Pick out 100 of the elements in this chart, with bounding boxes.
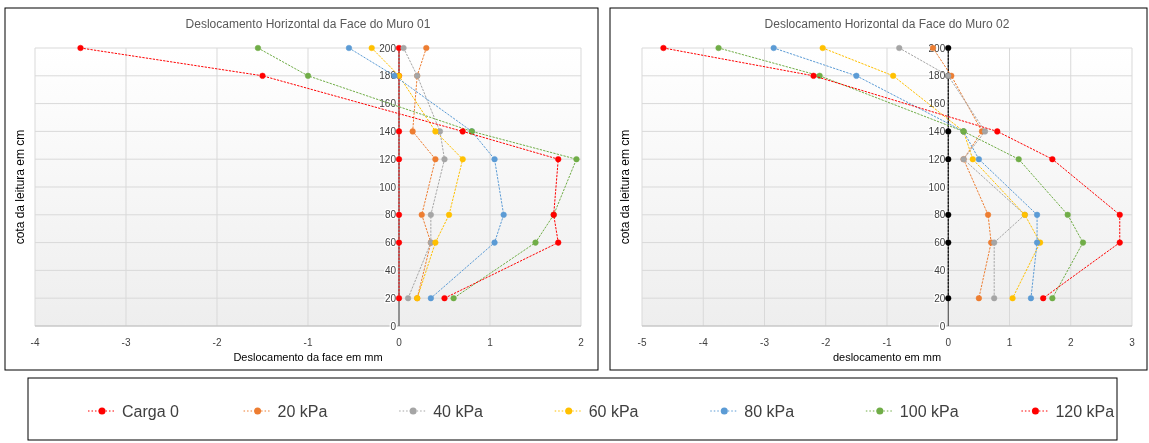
- point: [945, 128, 952, 135]
- y-tick-label: 40: [934, 264, 946, 276]
- point: [975, 156, 982, 163]
- y-tick-label: 120: [928, 153, 946, 165]
- point: [1009, 295, 1016, 302]
- point: [446, 211, 453, 218]
- point: [853, 72, 860, 79]
- point: [491, 239, 498, 246]
- point: [436, 128, 443, 135]
- x-tick-label: 1: [487, 337, 494, 348]
- point: [345, 44, 352, 52]
- y-tick-label: 60: [384, 237, 397, 249]
- point: [459, 156, 466, 163]
- point: [945, 156, 952, 163]
- point: [1015, 156, 1022, 163]
- y-tick-label: 0: [390, 320, 397, 332]
- y-tick-label: 160: [928, 98, 946, 110]
- point: [975, 295, 982, 302]
- point: [896, 44, 903, 52]
- point: [1049, 156, 1056, 163]
- legend-label: 120 kPa: [1055, 403, 1115, 420]
- point: [1040, 295, 1047, 302]
- y-tick-label: 140: [379, 125, 397, 137]
- y-tick-label: 60: [934, 237, 946, 249]
- y-tick-label: 180: [928, 70, 946, 82]
- point: [945, 239, 952, 246]
- point: [1034, 211, 1041, 218]
- point: [423, 44, 430, 52]
- point: [450, 295, 457, 302]
- y-tick-label: 20: [934, 292, 946, 304]
- point: [77, 44, 84, 52]
- y-axis-title: cota da leitura em cm: [13, 129, 27, 245]
- point: [441, 295, 448, 302]
- x-tick-label: 1: [1006, 337, 1013, 348]
- x-tick-label: 3: [1129, 337, 1136, 348]
- y-tick-label: 200: [379, 42, 397, 54]
- point: [945, 211, 952, 218]
- point: [427, 295, 434, 302]
- x-tick-label: -1: [303, 337, 313, 348]
- point: [409, 128, 416, 135]
- point: [304, 72, 312, 79]
- point: [432, 239, 439, 246]
- y-axis-title: cota da leitura em cm: [618, 129, 632, 245]
- point: [660, 44, 667, 52]
- point: [994, 128, 1001, 135]
- chart-title: Deslocamento Horizontal da Face do Muro 01: [185, 17, 431, 31]
- x-tick-label: -4: [30, 337, 40, 348]
- y-tick-label: 20: [384, 292, 397, 304]
- point: [418, 211, 425, 218]
- x-tick-label: -2: [821, 337, 831, 348]
- point: [555, 239, 562, 246]
- point: [254, 44, 261, 52]
- y-tick-label: 0: [939, 320, 946, 332]
- legend-label: 40 kPa: [433, 403, 484, 420]
- point: [1116, 239, 1123, 246]
- point: [555, 156, 562, 163]
- chart-title: Deslocamento Horizontal da Face do Muro 02: [764, 17, 1010, 31]
- legend-label: 60 kPa: [588, 403, 639, 420]
- point: [981, 128, 989, 135]
- point: [715, 44, 722, 52]
- x-tick-label: -3: [121, 337, 131, 348]
- point: [819, 44, 826, 52]
- point: [368, 44, 375, 52]
- legend-label: 20 kPa: [277, 403, 328, 420]
- x-tick-label: -1: [882, 337, 892, 348]
- point: [491, 156, 498, 163]
- point: [816, 72, 823, 79]
- point: [432, 128, 439, 135]
- y-tick-label: 120: [379, 153, 397, 165]
- point: [573, 156, 580, 163]
- y-tick-label: 160: [379, 98, 397, 110]
- point: [532, 239, 539, 246]
- legend-label: 80 kPa: [744, 403, 795, 420]
- y-tick-label: 80: [384, 209, 397, 221]
- point: [427, 211, 434, 218]
- point: [500, 211, 507, 218]
- point: [1116, 211, 1123, 218]
- y-tick-label: 40: [384, 264, 397, 276]
- point: [432, 156, 439, 163]
- y-tick-label: 140: [928, 125, 946, 137]
- point: [945, 295, 952, 302]
- point: [405, 295, 412, 302]
- point: [259, 72, 266, 79]
- x-tick-label: 2: [1067, 337, 1074, 348]
- x-tick-label: -3: [760, 337, 770, 348]
- y-tick-label: 100: [379, 181, 397, 193]
- point: [770, 44, 777, 52]
- point: [441, 156, 448, 163]
- legend-label: Carga 0: [122, 403, 180, 420]
- y-tick-label: 80: [934, 209, 946, 221]
- x-axis-title: deslocamento em mm: [832, 351, 942, 363]
- point: [945, 44, 952, 52]
- point: [400, 44, 407, 52]
- y-tick-label: 100: [928, 181, 946, 193]
- point: [991, 295, 998, 302]
- point: [985, 211, 992, 218]
- point: [1049, 295, 1056, 302]
- x-axis-title: Deslocamento da face em mm: [233, 351, 383, 363]
- point: [969, 156, 976, 163]
- x-tick-label: -2: [212, 337, 222, 348]
